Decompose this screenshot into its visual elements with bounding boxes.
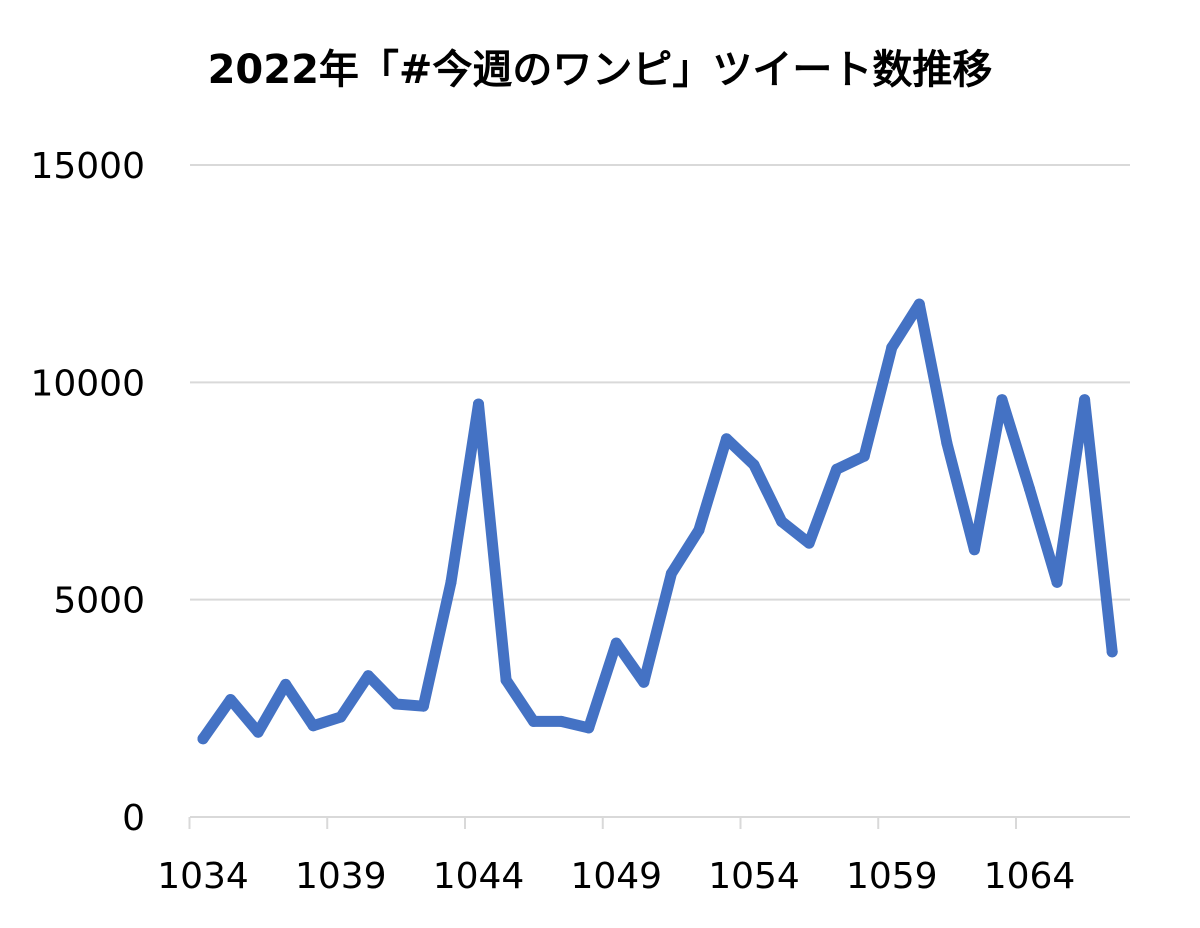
data-point [858,450,870,462]
x-tick-label: 1044 [433,856,525,897]
data-point [500,674,512,686]
x-axis-ticks: 1034 1039 1044 1049 1054 1059 1064 [157,856,1075,897]
y-tick-label: 15000 [30,146,145,187]
data-point [831,463,843,475]
gridlines [190,164,1130,601]
data-point [445,576,457,588]
data-point [280,678,292,690]
data-point [583,722,595,734]
data-point [665,568,677,580]
y-tick-label: 0 [122,798,145,839]
data-point [693,524,705,536]
data-point [197,733,209,745]
data-point [473,398,484,410]
y-tick-label: 5000 [53,581,145,622]
chart-title: 2022年「#今週のワンピ」ツイート数推移 [207,47,993,93]
data-point [225,694,237,706]
data-point [913,298,925,310]
data-point [362,670,374,682]
data-point [1024,483,1035,495]
data-point [307,720,319,732]
data-point [1079,394,1091,406]
data-point [555,715,567,727]
data-point [417,700,429,712]
x-tick-label: 1049 [570,856,662,897]
data-point [1051,576,1063,588]
data-point [720,433,732,445]
data-point [968,544,980,556]
y-axis-ticks: 0 5000 10000 15000 [30,146,145,839]
data-point [941,437,953,449]
x-tick-label: 1059 [846,856,938,897]
data-point [610,637,622,649]
x-tick-label: 1039 [295,856,387,897]
data-point [748,459,760,471]
x-tick-label: 1064 [984,856,1076,897]
y-tick-label: 10000 [30,363,145,404]
data-point [1106,646,1118,658]
data-point [886,342,898,354]
x-axis [188,816,1130,829]
series-line-0 [197,298,1118,745]
data-point [996,394,1008,406]
data-point [776,515,788,527]
series-layer [197,298,1118,745]
x-tick-label: 1054 [708,856,800,897]
data-point [390,698,402,710]
data-point [252,726,264,738]
data-point [803,537,815,549]
data-point [638,676,650,688]
x-tick-label: 1034 [157,856,249,897]
data-point [335,711,347,723]
data-point [528,715,540,727]
